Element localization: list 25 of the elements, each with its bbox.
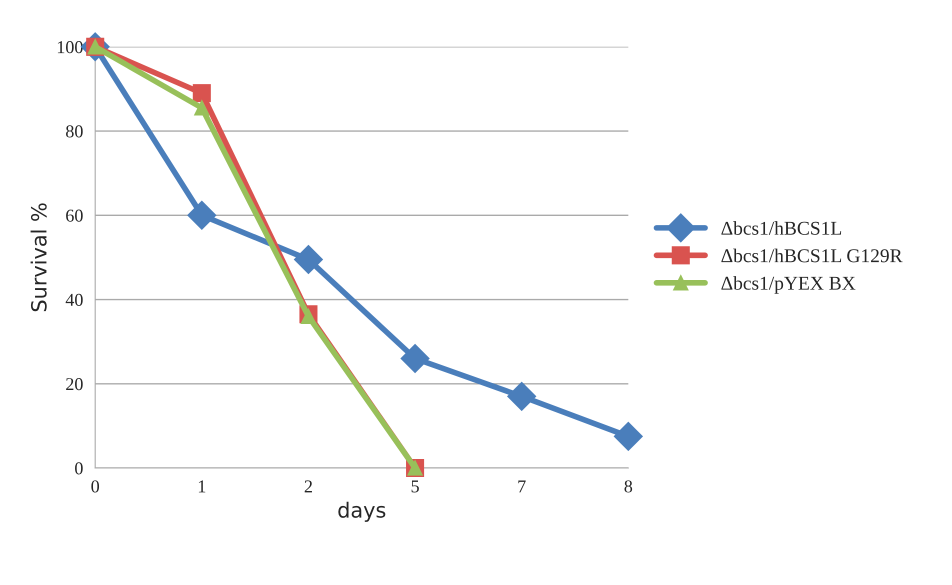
- x-tick-label: 8: [624, 480, 632, 493]
- legend-label: Δbcs1/pYEX BX: [721, 276, 856, 294]
- y-tick-label: 20: [66, 378, 83, 390]
- y-tick-label: 0: [75, 462, 83, 474]
- legend-label: Δbcs1/hBCS1L G129R: [721, 248, 903, 262]
- x-tick-label: 2: [304, 480, 312, 492]
- y-tick-label: 80: [66, 125, 83, 138]
- point: [187, 200, 216, 230]
- point: [192, 84, 211, 102]
- legend-label: Δbcs1/hBCS1L: [721, 221, 842, 235]
- point: [300, 308, 316, 324]
- point: [507, 382, 536, 411]
- y-tick-label: 40: [66, 294, 83, 306]
- point: [400, 344, 430, 373]
- point: [614, 422, 643, 451]
- x-axis-title: days: [338, 502, 386, 522]
- point: [194, 100, 210, 116]
- x-tick-label: 1: [198, 480, 206, 492]
- point: [294, 245, 323, 274]
- y-tick-label: 60: [66, 210, 83, 222]
- y-axis-title: Survival %: [30, 203, 47, 312]
- x-tick-label: 7: [518, 480, 526, 492]
- y-tick-label: 100: [58, 41, 83, 54]
- x-tick-label: 5: [412, 480, 419, 493]
- x-tick-label: 0: [91, 480, 100, 493]
